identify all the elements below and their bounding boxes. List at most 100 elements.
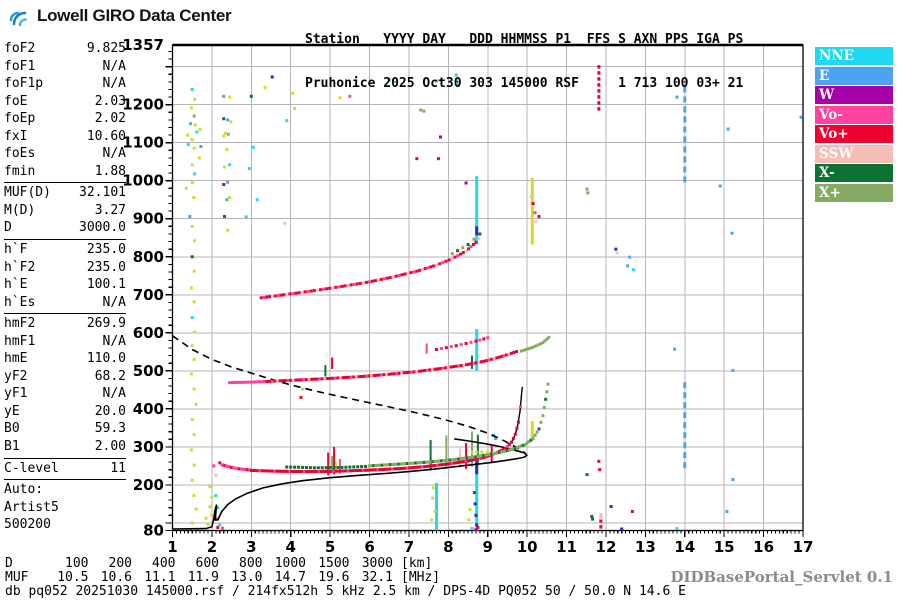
second-hop-o: [487, 358, 491, 362]
f2-o-trace: [513, 432, 517, 436]
rfi-stripe: [683, 126, 687, 133]
f2-x-trace: [448, 458, 452, 462]
second-hop-x: [531, 345, 535, 349]
noise-dot: [632, 268, 636, 272]
rfi-stripe: [683, 96, 687, 103]
f2-x-trace: [391, 462, 395, 466]
param-row: h`Es N/A: [4, 294, 126, 312]
noise-dot: [586, 191, 590, 195]
rfi-stripe: [683, 412, 687, 419]
noise-dot: [628, 255, 632, 259]
f2-o-trace: [254, 469, 258, 473]
second-hop-o: [297, 378, 301, 382]
f2-o-trace: [393, 467, 397, 471]
third-hop-o: [285, 292, 289, 296]
second-hop-spread: [482, 337, 486, 341]
param-label: h`E: [4, 277, 28, 293]
param-label: foF1p: [4, 76, 44, 92]
noise-dot: [470, 527, 474, 531]
f2-o-trace: [330, 469, 334, 473]
noise-dot: [229, 120, 233, 124]
third-hop-o: [409, 271, 413, 275]
echo-spread: [338, 459, 341, 474]
measurement-status-line: db pq052 20251030 145000.rsf / 214fx512h…: [5, 584, 686, 599]
rfi-stripe: [599, 513, 603, 520]
noise-dot: [731, 368, 735, 372]
second-hop-o: [352, 375, 356, 379]
f2-o-trace: [395, 467, 399, 471]
noise-dot: [192, 300, 196, 304]
x-axis-label: 15: [714, 538, 735, 556]
f2-x-trace: [472, 455, 476, 459]
y-axis-label: 200: [133, 476, 164, 494]
second-hop-o: [268, 379, 272, 383]
second-hop-x: [529, 346, 533, 350]
noise-dot: [226, 118, 230, 122]
f2-x-trace: [500, 450, 504, 454]
footer-value: 400: [152, 556, 176, 571]
third-hop-o: [415, 269, 419, 273]
rfi-stripe: [683, 452, 687, 459]
echo-spread: [333, 446, 336, 475]
f2-o-trace: [380, 467, 384, 471]
x-axis-label: 7: [404, 538, 414, 556]
noise-dot: [218, 523, 222, 527]
third-hop-o: [376, 278, 380, 282]
param-row: MUF(D) 32.101: [4, 184, 126, 202]
f2-o-trace: [336, 469, 340, 473]
param-label: yF1: [4, 386, 28, 402]
second-hop-o: [438, 367, 442, 371]
f2-o-trace: [328, 469, 332, 473]
third-hop-o: [394, 274, 398, 278]
third-hop-o: [438, 262, 442, 266]
noise-dot: [433, 509, 437, 513]
f2-o-trace-lead: [223, 464, 227, 468]
lowell-giro-logo[interactable]: Lowell GIRO Data Center: [8, 4, 232, 28]
noise-dot: [675, 527, 679, 531]
third-hop-o: [391, 275, 395, 279]
second-hop-o: [339, 376, 343, 380]
f2-x-trace: [525, 441, 529, 445]
f2-o-trace: [357, 468, 361, 472]
second-hop-lead: [255, 380, 259, 384]
echo-spread: [425, 343, 428, 354]
second-hop-lead: [253, 380, 257, 384]
noise-dot: [185, 133, 189, 137]
noise-dot: [226, 132, 230, 136]
f2-x-trace: [546, 382, 550, 386]
second-hop-o: [515, 350, 519, 354]
noise-dot: [473, 502, 477, 506]
third-hop-o: [358, 281, 362, 285]
echo-spread: [470, 431, 473, 467]
f2-x-trace-lead: [304, 466, 308, 470]
second-hop-o: [392, 372, 396, 376]
noise-dot: [208, 505, 212, 509]
y-axis-label: 500: [133, 362, 164, 380]
f2-o-trace: [298, 469, 302, 473]
third-hop-o: [331, 286, 335, 290]
noise-dot: [255, 198, 259, 202]
footer-value: 600: [195, 556, 219, 571]
f2-x-trace-lead: [356, 465, 360, 469]
f2-x-trace-lead: [328, 466, 332, 470]
y-axis-label: 80: [143, 522, 164, 540]
second-hop-o: [367, 374, 371, 378]
noise-dot: [192, 195, 196, 199]
param-note: Artist5: [4, 499, 59, 515]
noise-dot: [591, 517, 595, 521]
second-hop-o: [328, 376, 332, 380]
f2-o-trace: [273, 469, 277, 473]
logo-text: Lowell GIRO Data Center: [37, 6, 232, 25]
second-hop-spread: [478, 338, 482, 342]
third-hop-x: [472, 237, 476, 241]
f2-o-trace: [363, 468, 367, 472]
second-hop-lead: [243, 380, 247, 384]
f2-o-trace-lead: [226, 465, 230, 469]
noise-dot: [225, 148, 229, 152]
third-hop-o: [271, 294, 275, 298]
third-hop-o: [435, 263, 439, 267]
f2-x-trace: [482, 453, 486, 457]
param-row: foEs N/A: [4, 145, 126, 163]
second-hop-lead: [233, 380, 237, 384]
third-hop-o: [444, 259, 448, 263]
